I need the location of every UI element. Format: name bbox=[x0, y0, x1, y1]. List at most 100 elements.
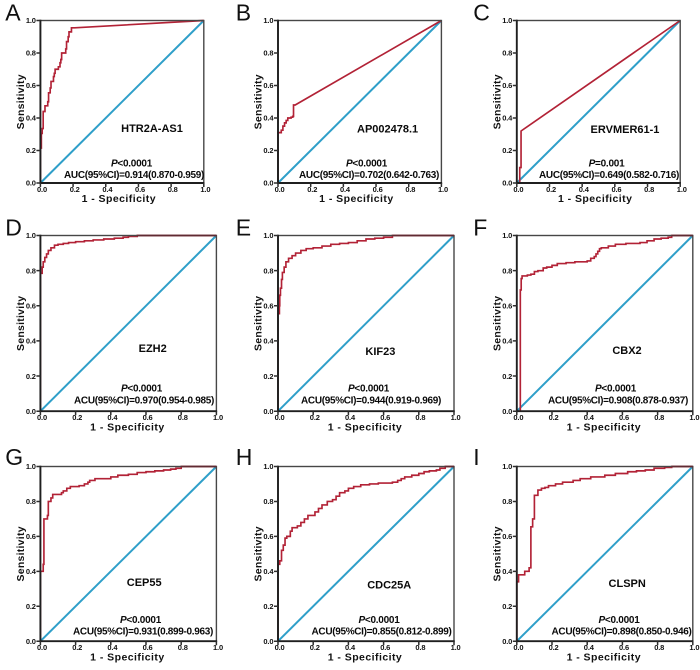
svg-text:H: H bbox=[236, 444, 253, 470]
svg-text:AUC(95%CI)=0.914(0.870-0.959): AUC(95%CI)=0.914(0.870-0.959) bbox=[64, 170, 204, 181]
svg-text:1 - Specificity: 1 - Specificity bbox=[567, 651, 641, 663]
svg-text:0.4: 0.4 bbox=[263, 567, 274, 576]
svg-text:0.6: 0.6 bbox=[502, 301, 512, 310]
svg-text:0.0: 0.0 bbox=[263, 637, 273, 646]
svg-text:C: C bbox=[473, 0, 490, 25]
svg-text:0.0: 0.0 bbox=[275, 643, 285, 652]
svg-text:1 - Specificity: 1 - Specificity bbox=[328, 421, 402, 433]
svg-text:P<0.0001: P<0.0001 bbox=[598, 615, 640, 626]
svg-text:0.0: 0.0 bbox=[275, 185, 285, 194]
svg-text:ACU(95%CI)=0.898(0.850-0.946): ACU(95%CI)=0.898(0.850-0.946) bbox=[552, 626, 692, 637]
svg-text:1.0: 1.0 bbox=[263, 16, 273, 25]
svg-text:1.0: 1.0 bbox=[502, 462, 512, 471]
svg-text:P<0.0001: P<0.0001 bbox=[120, 615, 162, 626]
svg-text:0.0: 0.0 bbox=[502, 407, 512, 416]
svg-text:0.2: 0.2 bbox=[546, 185, 556, 194]
svg-text:0.8: 0.8 bbox=[644, 185, 654, 194]
svg-text:KIF23: KIF23 bbox=[365, 346, 395, 358]
svg-text:0.6: 0.6 bbox=[135, 185, 145, 194]
svg-text:P<0.0001: P<0.0001 bbox=[348, 383, 390, 394]
svg-text:AUC(95%CI)=0.702(0.642-0.763): AUC(95%CI)=0.702(0.642-0.763) bbox=[299, 170, 439, 181]
svg-text:0.4: 0.4 bbox=[263, 114, 274, 123]
svg-text:D: D bbox=[5, 214, 22, 240]
svg-text:1.0: 1.0 bbox=[26, 462, 36, 471]
svg-text:1.0: 1.0 bbox=[689, 413, 699, 422]
svg-text:Sensitivity: Sensitivity bbox=[15, 74, 27, 129]
svg-text:HTR2A-AS1: HTR2A-AS1 bbox=[121, 123, 183, 135]
svg-text:1.0: 1.0 bbox=[263, 462, 273, 471]
svg-text:0.0: 0.0 bbox=[275, 413, 285, 422]
svg-text:1.0: 1.0 bbox=[26, 16, 36, 25]
svg-text:0.6: 0.6 bbox=[143, 413, 153, 422]
svg-text:0.4: 0.4 bbox=[26, 567, 37, 576]
svg-text:0.4: 0.4 bbox=[26, 337, 37, 346]
svg-text:1.0: 1.0 bbox=[677, 185, 687, 194]
svg-text:Sensitivity: Sensitivity bbox=[15, 526, 27, 581]
svg-text:CLSPN: CLSPN bbox=[609, 578, 646, 590]
svg-text:I: I bbox=[473, 444, 479, 470]
svg-text:Sensitivity: Sensitivity bbox=[253, 526, 265, 581]
svg-text:0.6: 0.6 bbox=[263, 301, 273, 310]
svg-text:Sensitivity: Sensitivity bbox=[491, 526, 503, 581]
svg-text:0.6: 0.6 bbox=[380, 413, 390, 422]
svg-text:1.0: 1.0 bbox=[451, 643, 461, 652]
svg-text:0.8: 0.8 bbox=[415, 643, 425, 652]
svg-text:G: G bbox=[5, 444, 23, 470]
svg-text:1 - Specificity: 1 - Specificity bbox=[319, 193, 393, 205]
svg-text:ACU(95%CI)=0.944(0.919-0.969): ACU(95%CI)=0.944(0.919-0.969) bbox=[301, 395, 441, 406]
svg-text:0.0: 0.0 bbox=[502, 179, 512, 188]
svg-text:0.8: 0.8 bbox=[263, 497, 273, 506]
svg-text:0.6: 0.6 bbox=[263, 81, 273, 90]
svg-text:P<0.0001: P<0.0001 bbox=[346, 158, 388, 169]
svg-text:ACU(95%CI)=0.931(0.899-0.963): ACU(95%CI)=0.931(0.899-0.963) bbox=[73, 626, 213, 637]
svg-text:0.6: 0.6 bbox=[373, 185, 383, 194]
svg-text:Sensitivity: Sensitivity bbox=[253, 296, 265, 351]
svg-text:0.6: 0.6 bbox=[380, 643, 390, 652]
svg-text:1 - Specificity: 1 - Specificity bbox=[558, 193, 632, 205]
svg-text:AUC(95%CI)=0.649(0.582-0.716): AUC(95%CI)=0.649(0.582-0.716) bbox=[539, 170, 679, 181]
svg-text:0.0: 0.0 bbox=[263, 407, 273, 416]
svg-text:1.0: 1.0 bbox=[451, 413, 461, 422]
svg-text:0.2: 0.2 bbox=[26, 372, 36, 381]
svg-text:0.8: 0.8 bbox=[26, 266, 36, 275]
svg-text:0.0: 0.0 bbox=[263, 179, 273, 188]
svg-text:0.8: 0.8 bbox=[415, 413, 425, 422]
svg-text:AP002478.1: AP002478.1 bbox=[357, 124, 418, 136]
svg-text:ERVMER61-1: ERVMER61-1 bbox=[591, 124, 660, 136]
svg-text:0.8: 0.8 bbox=[502, 266, 512, 275]
svg-text:P=0.001: P=0.001 bbox=[589, 158, 625, 169]
svg-text:0.6: 0.6 bbox=[502, 532, 512, 541]
svg-text:0.0: 0.0 bbox=[502, 637, 512, 646]
svg-text:1 - Specificity: 1 - Specificity bbox=[90, 651, 164, 663]
svg-text:0.4: 0.4 bbox=[107, 413, 118, 422]
svg-text:0.2: 0.2 bbox=[263, 602, 273, 611]
svg-text:0.2: 0.2 bbox=[549, 643, 559, 652]
svg-text:0.2: 0.2 bbox=[72, 643, 82, 652]
svg-text:0.4: 0.4 bbox=[502, 114, 513, 123]
svg-text:0.8: 0.8 bbox=[654, 643, 664, 652]
svg-text:Sensitivity: Sensitivity bbox=[15, 296, 27, 351]
svg-text:0.6: 0.6 bbox=[26, 81, 36, 90]
svg-text:1.0: 1.0 bbox=[213, 643, 223, 652]
svg-text:P<0.0001: P<0.0001 bbox=[595, 383, 637, 394]
svg-text:1 - Specificity: 1 - Specificity bbox=[328, 651, 402, 663]
svg-text:0.2: 0.2 bbox=[502, 372, 512, 381]
svg-text:CEP55: CEP55 bbox=[127, 577, 162, 589]
svg-text:0.8: 0.8 bbox=[405, 185, 415, 194]
svg-text:0.6: 0.6 bbox=[611, 185, 621, 194]
svg-text:0.2: 0.2 bbox=[310, 413, 320, 422]
svg-text:0.6: 0.6 bbox=[619, 643, 629, 652]
svg-text:0.6: 0.6 bbox=[26, 301, 36, 310]
svg-text:0.0: 0.0 bbox=[26, 407, 36, 416]
svg-text:0.4: 0.4 bbox=[107, 643, 118, 652]
svg-text:1.0: 1.0 bbox=[200, 185, 210, 194]
svg-text:0.4: 0.4 bbox=[102, 185, 113, 194]
svg-text:0.2: 0.2 bbox=[72, 413, 82, 422]
svg-text:0.0: 0.0 bbox=[513, 413, 523, 422]
svg-text:A: A bbox=[5, 0, 21, 25]
svg-text:0.0: 0.0 bbox=[37, 185, 47, 194]
svg-text:1.0: 1.0 bbox=[213, 413, 223, 422]
svg-text:0.8: 0.8 bbox=[654, 413, 664, 422]
svg-text:0.6: 0.6 bbox=[26, 532, 36, 541]
svg-text:0.2: 0.2 bbox=[263, 146, 273, 155]
